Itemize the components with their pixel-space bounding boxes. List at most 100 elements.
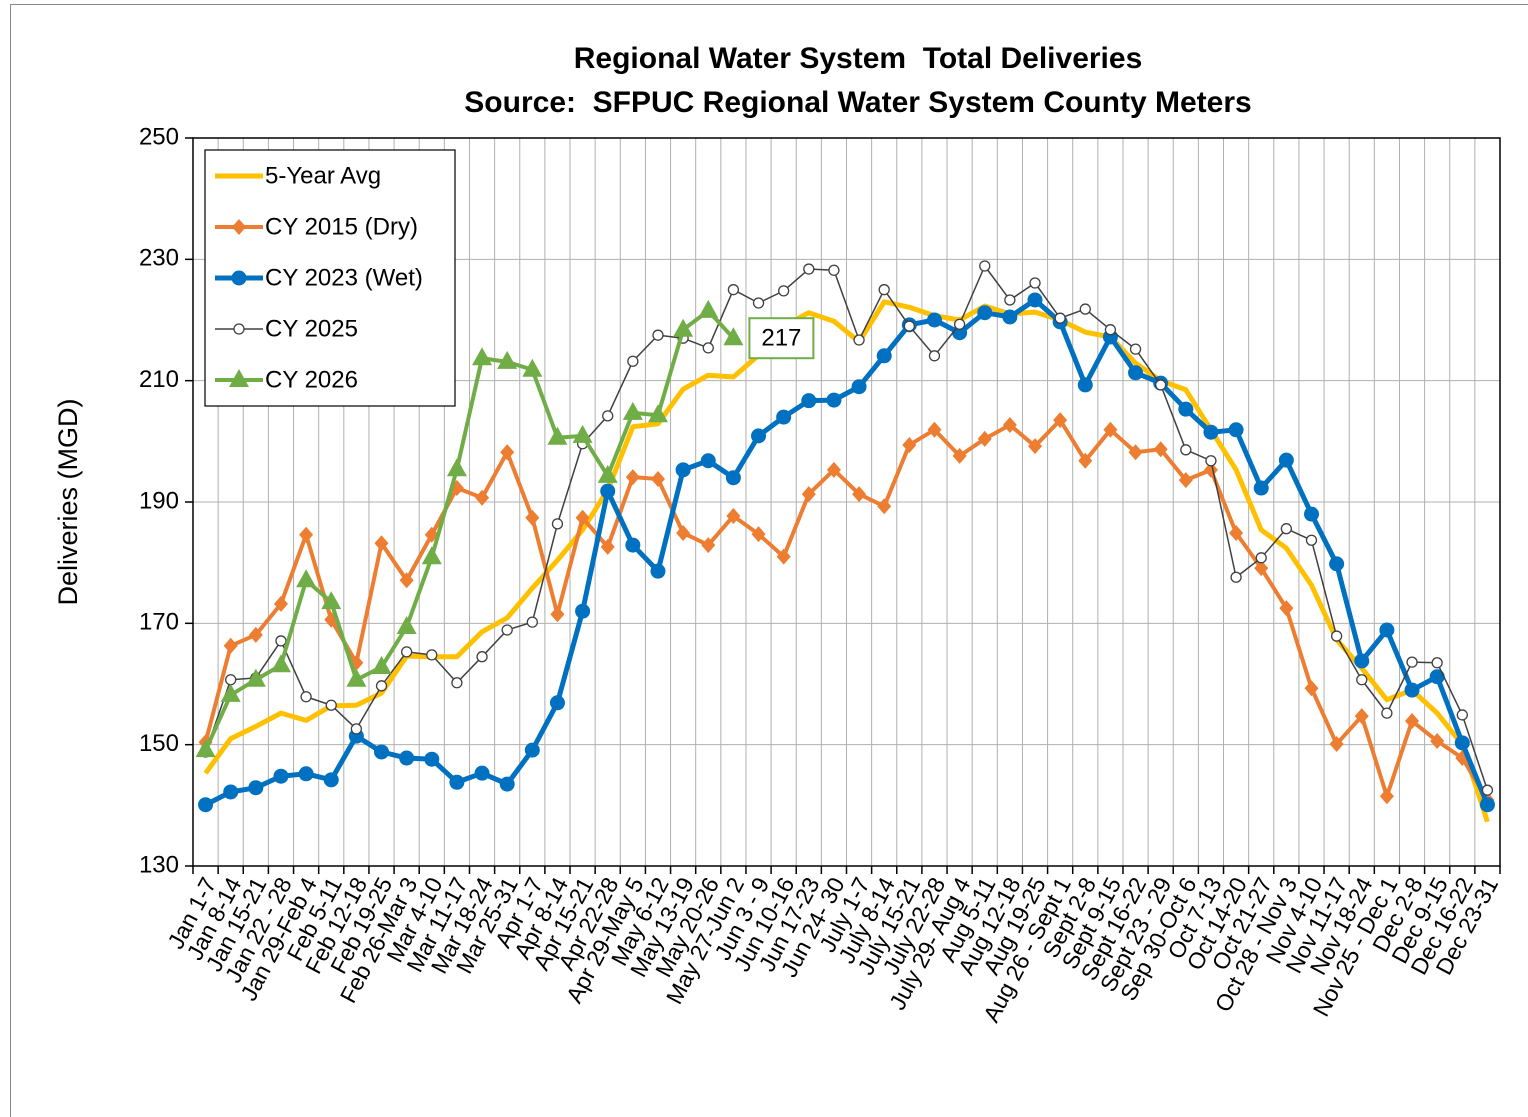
marker <box>1178 401 1194 417</box>
marker <box>299 526 314 543</box>
marker <box>371 656 392 675</box>
marker <box>1431 657 1443 669</box>
marker <box>1155 379 1167 391</box>
marker <box>497 350 518 369</box>
marker <box>220 683 241 702</box>
marker <box>702 342 714 354</box>
marker <box>979 260 991 272</box>
marker <box>1079 303 1091 315</box>
marker <box>778 285 790 297</box>
marker <box>551 518 564 530</box>
series-line <box>203 308 735 751</box>
marker <box>826 392 842 408</box>
marker <box>1481 784 1494 796</box>
marker <box>1479 797 1495 813</box>
marker <box>926 312 942 328</box>
marker <box>625 537 641 553</box>
y-tick-label: 250 <box>139 123 179 150</box>
marker <box>1356 674 1368 686</box>
marker <box>602 410 614 422</box>
marker <box>223 784 239 800</box>
marker <box>1103 421 1118 438</box>
marker <box>225 674 237 686</box>
marker <box>1027 292 1043 308</box>
y-tick-label: 190 <box>139 487 179 514</box>
legend-label: CY 2026 <box>265 366 358 393</box>
marker <box>652 329 664 341</box>
marker <box>977 305 993 321</box>
marker <box>1304 680 1319 697</box>
marker <box>1128 365 1144 381</box>
marker <box>424 751 440 767</box>
marker <box>927 421 942 438</box>
marker <box>1329 736 1344 753</box>
marker <box>525 509 540 526</box>
marker <box>928 350 941 362</box>
y-tick-label: 150 <box>139 730 179 757</box>
marker <box>350 723 363 735</box>
marker <box>673 318 694 337</box>
marker <box>1254 560 1269 577</box>
marker <box>198 797 214 813</box>
data-label-box <box>748 317 815 360</box>
marker <box>270 654 291 673</box>
legend-label: CY 2025 <box>265 315 358 342</box>
marker <box>726 507 741 524</box>
marker <box>346 668 367 687</box>
marker <box>1129 343 1142 355</box>
marker <box>853 334 865 346</box>
marker <box>1278 452 1294 468</box>
marker <box>500 444 515 461</box>
marker <box>977 430 992 447</box>
marker <box>245 668 266 687</box>
marker <box>1405 713 1420 730</box>
marker <box>325 699 337 711</box>
marker <box>1205 455 1217 467</box>
marker <box>321 591 342 610</box>
marker <box>195 739 216 758</box>
legend-label: 5-Year Avg <box>265 162 381 189</box>
marker <box>474 765 490 781</box>
marker <box>1054 312 1066 324</box>
marker <box>828 264 840 276</box>
marker <box>229 369 249 387</box>
marker <box>701 537 716 554</box>
marker <box>627 355 639 367</box>
marker <box>650 470 665 487</box>
marker <box>1180 444 1192 456</box>
marker <box>725 470 741 486</box>
marker <box>300 691 312 703</box>
marker <box>700 453 716 469</box>
marker <box>572 424 593 443</box>
marker <box>1404 682 1420 698</box>
marker <box>1430 733 1445 750</box>
marker <box>625 469 640 486</box>
marker <box>1255 552 1267 564</box>
marker <box>223 637 238 654</box>
marker <box>1280 523 1293 535</box>
y-axis-label: Deliveries (MGD) <box>53 398 83 605</box>
marker <box>449 774 465 790</box>
marker <box>1330 630 1343 642</box>
marker <box>597 464 618 483</box>
marker <box>1379 622 1395 638</box>
marker <box>1178 472 1193 489</box>
marker <box>374 744 390 760</box>
marker <box>952 447 967 464</box>
marker <box>650 563 666 579</box>
marker <box>522 358 543 377</box>
marker <box>275 635 287 647</box>
marker <box>751 428 767 444</box>
marker <box>851 379 867 395</box>
marker <box>727 284 740 296</box>
marker <box>273 595 288 612</box>
marker <box>723 327 744 346</box>
marker <box>323 772 339 788</box>
marker <box>1229 524 1244 541</box>
marker <box>232 219 246 235</box>
chart-title: Regional Water System Total Deliveries <box>574 42 1143 75</box>
marker <box>776 409 792 425</box>
marker <box>375 680 388 692</box>
marker <box>499 776 515 792</box>
marker <box>399 750 415 766</box>
